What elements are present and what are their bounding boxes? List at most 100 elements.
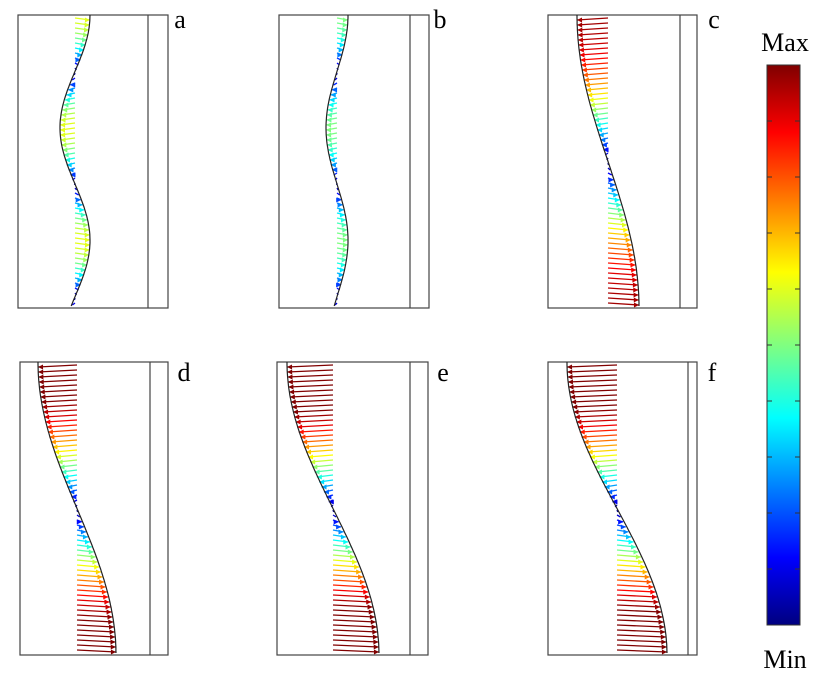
arrow-head (614, 197, 620, 203)
arrow-head (103, 594, 109, 600)
arrow-head (617, 207, 623, 213)
arrow-head (108, 624, 114, 630)
vector-arrow (39, 389, 78, 393)
arrow-head (323, 489, 329, 495)
arrow-head (620, 217, 626, 223)
vector-arrow (616, 589, 656, 593)
vector-arrow (297, 424, 334, 428)
arrow-head (657, 614, 663, 620)
arrow-head (583, 439, 589, 445)
arrow-head (332, 167, 338, 173)
arrow-head (99, 579, 105, 585)
deformed-profile (576, 15, 640, 306)
vector-arrow (76, 624, 115, 628)
deformed-profile (566, 362, 668, 654)
arrow-head (95, 569, 101, 575)
vector-arrow (332, 619, 376, 623)
arrow-head (571, 399, 577, 405)
vector-arrow (42, 404, 78, 408)
arrow-head (573, 409, 579, 415)
arrow-head (337, 202, 343, 208)
arrow-head (600, 137, 606, 143)
vector-arrow (573, 409, 618, 413)
arrow-head (342, 22, 348, 28)
vector-arrow (295, 419, 334, 423)
arrow-head (596, 469, 602, 475)
arrow-head (646, 579, 652, 585)
arrow-head (82, 217, 88, 223)
arrow-head (628, 252, 634, 258)
arrow-head (594, 464, 600, 470)
panel-frame (17, 14, 169, 309)
arrow-head (633, 287, 639, 293)
vector-arrow (332, 589, 369, 593)
panel-frame (19, 361, 169, 656)
arrow-head (598, 132, 604, 138)
vector-arrow (290, 399, 334, 403)
arrow-head (287, 374, 293, 380)
arrow-head (62, 147, 68, 153)
vector-arrow (332, 639, 379, 643)
vector-arrow (38, 374, 78, 378)
arrow-head (371, 624, 377, 630)
vector-arrow (332, 594, 370, 598)
arrow-head (358, 574, 364, 580)
arrow-head (336, 524, 342, 530)
arrow-head (567, 369, 573, 375)
arrow-head (568, 384, 574, 390)
arrow-head (642, 569, 648, 575)
arrow-head (607, 489, 613, 495)
arrow-head (84, 539, 90, 545)
arrow-head (631, 544, 637, 550)
colorbar-max-label: Max (761, 28, 809, 57)
arrow-head (68, 87, 74, 93)
arrow-head (61, 469, 67, 475)
arrow-head (100, 584, 106, 590)
arrow-head (75, 282, 81, 288)
arrow-head (82, 37, 88, 43)
arrow-head (108, 619, 114, 625)
arrow-head (326, 142, 332, 148)
arrow-head (50, 439, 56, 445)
arrow-head (580, 57, 586, 63)
arrow-head (106, 609, 112, 615)
vector-arrow (289, 394, 334, 398)
arrow-head (648, 584, 654, 590)
arrow-head (65, 157, 71, 163)
arrow-head (109, 629, 115, 635)
arrow-head (304, 444, 310, 450)
arrow-head (340, 217, 346, 223)
arrow-head (80, 42, 86, 48)
arrow-head (75, 57, 81, 63)
vector-arrow (332, 634, 378, 638)
vector-arrow (302, 439, 334, 443)
arrow-head (373, 639, 379, 645)
vector-arrow (568, 384, 618, 388)
arrow-head (653, 599, 659, 605)
arrow-head (46, 424, 52, 430)
arrow-head (84, 247, 90, 253)
vector-arrow (616, 604, 661, 608)
arrow-head (592, 459, 598, 465)
arrow-head (591, 107, 597, 113)
vector-arrow (567, 374, 618, 378)
arrow-head (341, 257, 347, 263)
arrow-head (589, 454, 595, 460)
arrow-head (586, 87, 592, 93)
vector-arrow (334, 77, 338, 81)
arrow-head (77, 52, 83, 58)
vector-arrow (332, 509, 335, 513)
vector-arrow (76, 614, 113, 618)
vector-arrow (332, 574, 364, 578)
arrow-head (314, 469, 320, 475)
arrow-head (342, 227, 348, 233)
vector-arrow (332, 629, 378, 633)
arrow-head (97, 574, 103, 580)
vector-arrow (76, 514, 81, 518)
vector-arrow (39, 384, 78, 388)
arrow-head (328, 102, 334, 108)
arrow-head (619, 212, 625, 218)
arrow-head (338, 272, 344, 278)
arrow-head (587, 449, 593, 455)
vector-arrow (71, 302, 76, 306)
